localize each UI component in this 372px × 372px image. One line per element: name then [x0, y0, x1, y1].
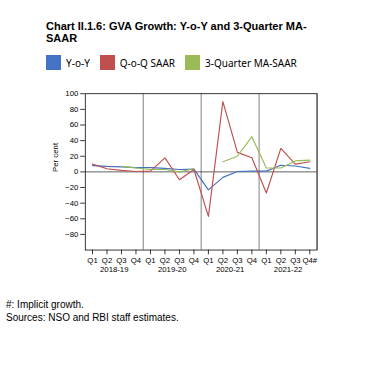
- svg-text:Q2: Q2: [218, 256, 228, 265]
- svg-text:Q3: Q3: [232, 256, 242, 265]
- svg-text:−80: −80: [65, 230, 79, 239]
- svg-text:Per cent: Per cent: [51, 142, 60, 172]
- svg-text:Q1: Q1: [261, 256, 271, 265]
- svg-text:40: 40: [70, 136, 79, 145]
- svg-text:−40: −40: [65, 199, 79, 208]
- svg-text:80: 80: [70, 105, 79, 114]
- svg-text:2019-20: 2019-20: [158, 265, 187, 274]
- svg-text:−20: −20: [65, 183, 79, 192]
- svg-text:100: 100: [65, 89, 79, 98]
- svg-text:Q2: Q2: [160, 256, 170, 265]
- svg-text:Q2: Q2: [276, 256, 286, 265]
- svg-text:2020-21: 2020-21: [216, 265, 245, 274]
- svg-text:0: 0: [74, 167, 79, 176]
- svg-text:2018-19: 2018-19: [100, 265, 129, 274]
- svg-text:2021-22: 2021-22: [274, 265, 303, 274]
- svg-text:Q1: Q1: [145, 256, 155, 265]
- html-text:Q-o-Q SAAR: Q-o-Q SAAR: [119, 55, 175, 70]
- html-text:Chart II.1.6: GVA Growth: Y-o-: Chart II.1.6: GVA Growth: Y-o-Y and 3-Qu…: [46, 20, 307, 44]
- html-text:Sources: NSO and RBI staff est: Sources: NSO and RBI staff estimates.: [6, 312, 179, 324]
- svg-text:20: 20: [70, 152, 79, 161]
- html-text:3-Quarter MA-SAAR: 3-Quarter MA-SAAR: [205, 55, 297, 70]
- svg-text:Q1: Q1: [203, 256, 213, 265]
- html-text:#: Implicit growth.: #: Implicit growth.: [6, 299, 84, 311]
- svg-text:Q4#: Q4#: [302, 256, 317, 265]
- svg-text:Q4: Q4: [247, 256, 258, 265]
- html-text:Y-o-Y: Y-o-Y: [66, 55, 90, 70]
- svg-text:Q2: Q2: [102, 256, 112, 265]
- svg-text:Q1: Q1: [87, 256, 97, 265]
- svg-text:Q3: Q3: [174, 256, 184, 265]
- svg-text:Q4: Q4: [131, 256, 142, 265]
- svg-text:60: 60: [70, 120, 79, 129]
- svg-text:Q4: Q4: [189, 256, 200, 265]
- svg-text:Q3: Q3: [290, 256, 300, 265]
- svg-text:−60: −60: [65, 214, 79, 223]
- svg-text:Q3: Q3: [116, 256, 126, 265]
